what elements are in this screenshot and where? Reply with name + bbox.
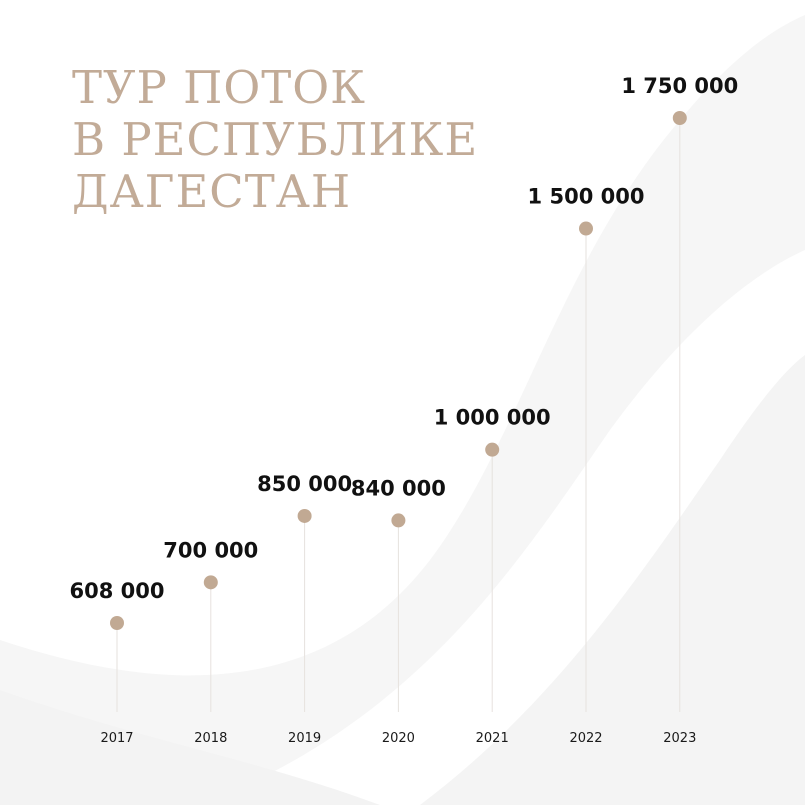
background-wave-low: [420, 355, 805, 805]
year-tick-label: 2020: [382, 731, 415, 746]
value-label: 840 000: [351, 476, 446, 500]
year-tick-label: 2023: [663, 731, 696, 746]
value-label: 700 000: [163, 538, 258, 562]
page-title: ТУР ПОТОК В РЕСПУБЛИКЕ ДАГЕСТАН: [72, 62, 478, 218]
data-point: [391, 513, 406, 528]
value-label: 608 000: [70, 579, 165, 603]
value-label: 1 000 000: [434, 406, 551, 430]
data-point: [672, 111, 687, 126]
year-tick-label: 2021: [476, 731, 509, 746]
title-line: В РЕСПУБЛИКЕ: [72, 113, 479, 166]
value-label: 1 500 000: [528, 185, 645, 209]
data-point: [297, 508, 312, 523]
title-line: ТУР ПОТОК: [72, 61, 366, 114]
data-point: [203, 575, 218, 590]
year-tick-label: 2019: [288, 731, 321, 746]
data-point: [110, 616, 124, 630]
year-tick-label: 2018: [194, 731, 227, 746]
data-point: [579, 221, 593, 236]
year-tick-label: 2022: [569, 731, 602, 746]
value-label: 1 750 000: [621, 74, 738, 98]
background-wave-bottom: [0, 690, 380, 805]
title-line: ДАГЕСТАН: [72, 165, 352, 218]
value-label: 850 000: [257, 472, 352, 496]
year-tick-label: 2017: [100, 731, 133, 746]
data-point: [485, 442, 500, 457]
